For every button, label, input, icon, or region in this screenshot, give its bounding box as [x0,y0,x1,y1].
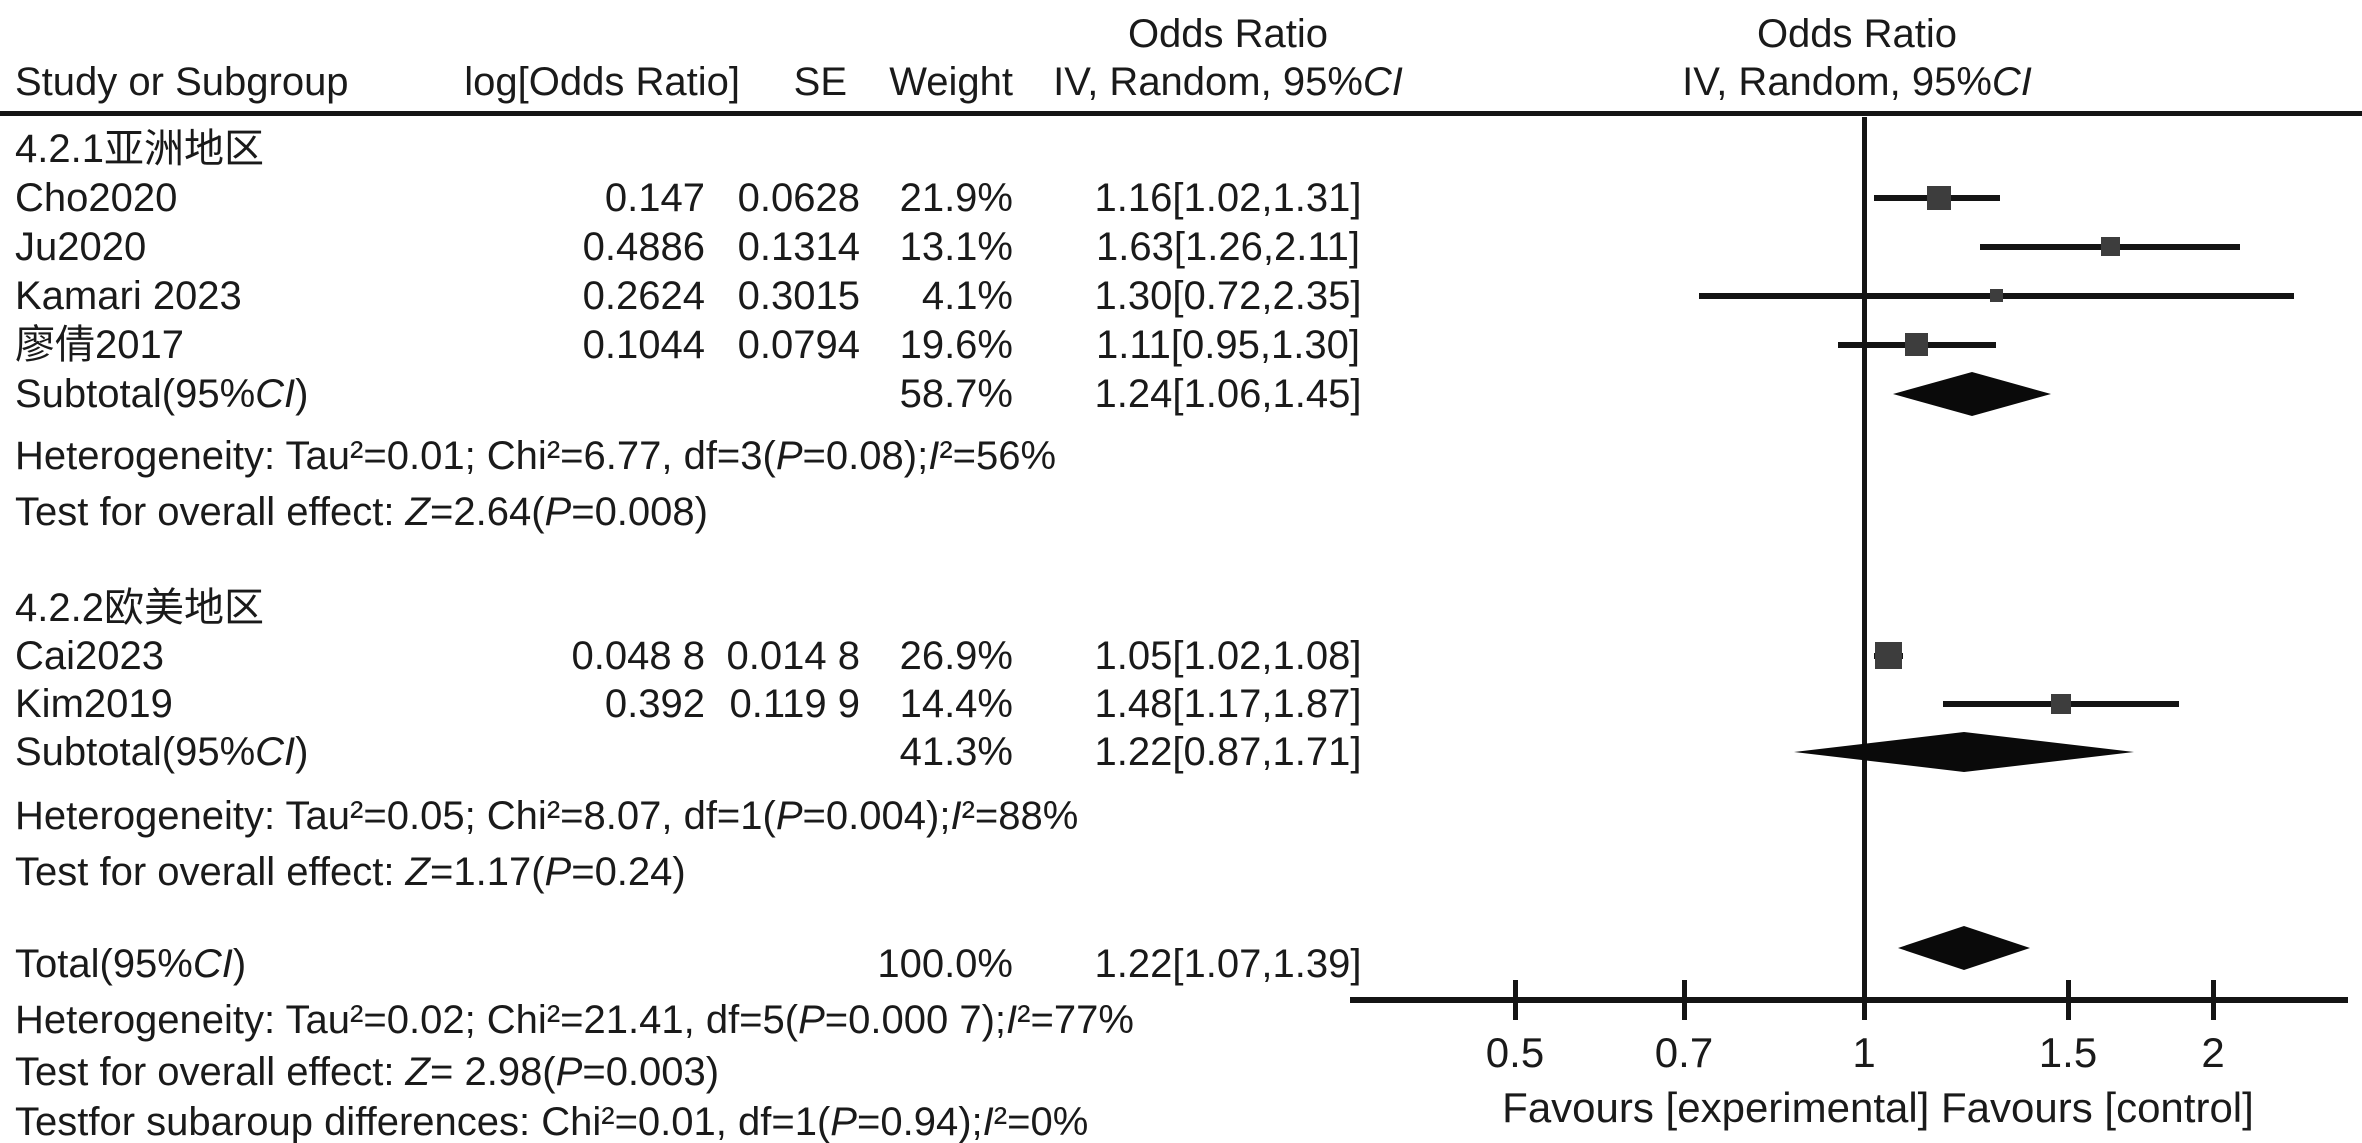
subtotal-label: Subtotal(95%CI) [15,730,309,774]
table-row: Kim2019 0.392 0.119 9 14.4% 1.48[1.17,1.… [0,679,1450,729]
table-row: Ju2020 0.4886 0.1314 13.1% 1.63[1.26,2.1… [0,222,1450,272]
x-tick [1862,980,1867,1020]
total-row: Total(95%CI) 100.0% 1.22[1.07,1.39] [0,939,1450,989]
x-tick-label: 0.5 [1485,1029,1545,1076]
se-column-header: SE [793,60,847,104]
effect-square [1905,333,1928,356]
or-column-title: Odds Ratio [1127,12,1329,56]
ci-value: 1.11[0.95,1.30] [1096,323,1360,367]
section-row: 4.2.1亚洲地区 [0,124,1450,174]
pooled-diamond [1898,926,2030,970]
effect-square [1927,186,1951,210]
or-plot-title: Odds Ratio [1756,12,1958,56]
ci-value: 1.22[1.07,1.39] [1094,942,1362,986]
x-tick-label: 0.7 [1654,1029,1714,1076]
weight-value: 14.4% [899,682,1013,726]
x-tick-label: 1 [1852,1029,1876,1076]
x-axis-line [1350,997,2348,1003]
se-value: 0.1314 [737,225,860,269]
ci-value: 1.16[1.02,1.31] [1094,176,1362,220]
se-value: 0.119 9 [729,682,861,726]
or-column-subheader: IV, Random, 95%CI [1053,60,1403,104]
heterogeneity-text: Heterogeneity: Tau²=0.02; Chi²=21.41, df… [15,998,1134,1042]
x-tick-label: 1.5 [2038,1029,2098,1076]
section-row: 4.2.2欧美地区 [0,583,1450,633]
heterogeneity-text: Heterogeneity: Tau²=0.05; Chi²=8.07, df=… [15,794,1079,838]
effect-square [2101,237,2120,256]
weight-value: 4.1% [921,274,1013,318]
weight-column-header: Weight [889,60,1013,104]
overall-test-text: Test for overall effect: Z= 2.98(P=0.003… [15,1050,720,1094]
table-row: Kamari 2023 0.2624 0.3015 4.1% 1.30[0.72… [0,271,1450,321]
table-row: 廖倩2017 0.1044 0.0794 19.6% 1.11[0.95,1.3… [0,320,1450,370]
subgroup-test-row: Testfor subaroup differences: Chi²=0.01,… [0,1097,1450,1143]
overall-test-row: Test for overall effect: Z= 2.98(P=0.003… [0,1047,1450,1097]
study-name: Cho2020 [15,176,178,220]
ci-value: 1.22[0.87,1.71] [1094,730,1362,774]
subgroup-test-text: Testfor subaroup differences: Chi²=0.01,… [15,1100,1089,1143]
pooled-diamond [1794,732,2134,772]
x-tick [1513,980,1518,1020]
ci-value: 1.48[1.17,1.87] [1094,682,1362,726]
se-value: 0.3015 [737,274,860,318]
header-rule [0,111,2362,116]
weight-value: 58.7% [899,372,1013,416]
ci-value: 1.05[1.02,1.08] [1094,634,1362,678]
study-name: Kim2019 [15,682,173,726]
effect-square [1990,289,2003,302]
ci-value: 1.30[0.72,2.35] [1094,274,1362,318]
logor-value: 0.2624 [582,274,705,318]
subtotal-label: Subtotal(95%CI) [15,372,309,416]
overall-test-row: Test for overall effect: Z=1.17(P=0.24) [0,847,1450,897]
se-value: 0.014 8 [726,634,860,678]
total-label: Total(95%CI) [15,942,247,986]
effect-square [2051,694,2071,714]
overall-test-row: Test for overall effect: Z=2.64(P=0.008) [0,487,1450,537]
heterogeneity-row: Heterogeneity: Tau²=0.01; Chi²=6.77, df=… [0,431,1450,481]
pooled-diamond [1893,372,2051,416]
study-name: Cai2023 [15,634,165,678]
weight-value: 26.9% [899,634,1013,678]
logor-value: 0.1044 [582,323,705,367]
weight-value: 13.1% [899,225,1013,269]
heterogeneity-row: Heterogeneity: Tau²=0.02; Chi²=21.41, df… [0,995,1450,1045]
x-tick [2211,980,2216,1020]
section-label: 4.2.2欧美地区 [15,586,264,630]
logor-value: 0.4886 [582,225,705,269]
overall-test-text: Test for overall effect: Z=2.64(P=0.008) [15,490,708,534]
subtotal-row: Subtotal(95%CI) 58.7% 1.24[1.06,1.45] [0,369,1450,419]
study-name: Ju2020 [15,225,147,269]
weight-value: 21.9% [899,176,1013,220]
subtotal-row: Subtotal(95%CI) 41.3% 1.22[0.87,1.71] [0,727,1450,777]
x-tick-label: 2 [2201,1029,2225,1076]
logor-value: 0.048 8 [571,634,705,678]
x-axis-favours-label: Favours [experimental] Favours [control] [1502,1084,2254,1131]
study-column-header: Study or Subgroup [15,60,349,104]
se-value: 0.0628 [737,176,860,220]
x-tick [1682,980,1687,1020]
se-value: 0.0794 [737,323,860,367]
heterogeneity-row: Heterogeneity: Tau²=0.05; Chi²=8.07, df=… [0,791,1450,841]
or-plot-subheader: IV, Random, 95%CI [1682,60,2032,104]
logor-column-header: log[Odds Ratio] [464,60,740,104]
weight-value: 19.6% [899,323,1013,367]
ci-value: 1.24[1.06,1.45] [1094,372,1362,416]
x-tick [2066,980,2071,1020]
null-line [1862,117,1867,1019]
study-name: Kamari 2023 [15,274,242,318]
table-row: Cho2020 0.147 0.0628 21.9% 1.16[1.02,1.3… [0,173,1450,223]
table-row: Cai2023 0.048 8 0.014 8 26.9% 1.05[1.02,… [0,631,1450,681]
effect-square [1875,642,1902,669]
overall-test-text: Test for overall effect: Z=1.17(P=0.24) [15,850,686,894]
weight-value: 100.0% [877,942,1013,986]
study-name: 廖倩2017 [15,323,184,367]
ci-value: 1.63[1.26,2.11] [1096,225,1360,269]
weight-value: 41.3% [899,730,1013,774]
heterogeneity-text: Heterogeneity: Tau²=0.01; Chi²=6.77, df=… [15,434,1057,478]
logor-value: 0.392 [604,682,705,726]
section-label: 4.2.1亚洲地区 [15,127,264,171]
logor-value: 0.147 [604,176,705,220]
